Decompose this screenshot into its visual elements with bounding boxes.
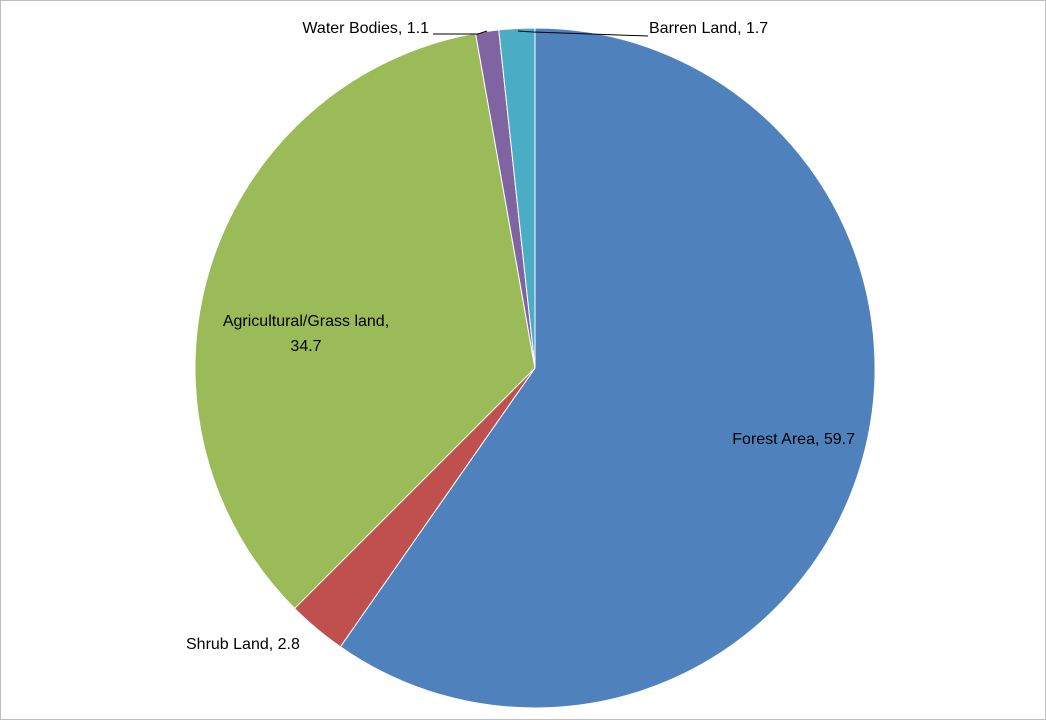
label-agricultural-grass-land-line1: Agricultural/Grass land, — [223, 313, 389, 330]
pie-slice-agricultural-grass-land — [194, 32, 536, 610]
label-water-bodies: Water Bodies, 1.1 — [302, 20, 429, 37]
pie-slice-forest-area — [339, 27, 876, 709]
label-barren-land: Barren Land, 1.7 — [649, 20, 768, 37]
leader-line-barren-land — [517, 30, 649, 37]
pie-slices — [194, 27, 876, 709]
leader-line-water-bodies — [433, 30, 488, 35]
pie-slice-barren-land — [498, 27, 536, 369]
label-shrub-land: Shrub Land, 2.8 — [186, 636, 300, 653]
label-agricultural-grass-land-line2: 34.7 — [290, 338, 321, 355]
label-forest-area: Forest Area, 59.7 — [732, 431, 855, 448]
